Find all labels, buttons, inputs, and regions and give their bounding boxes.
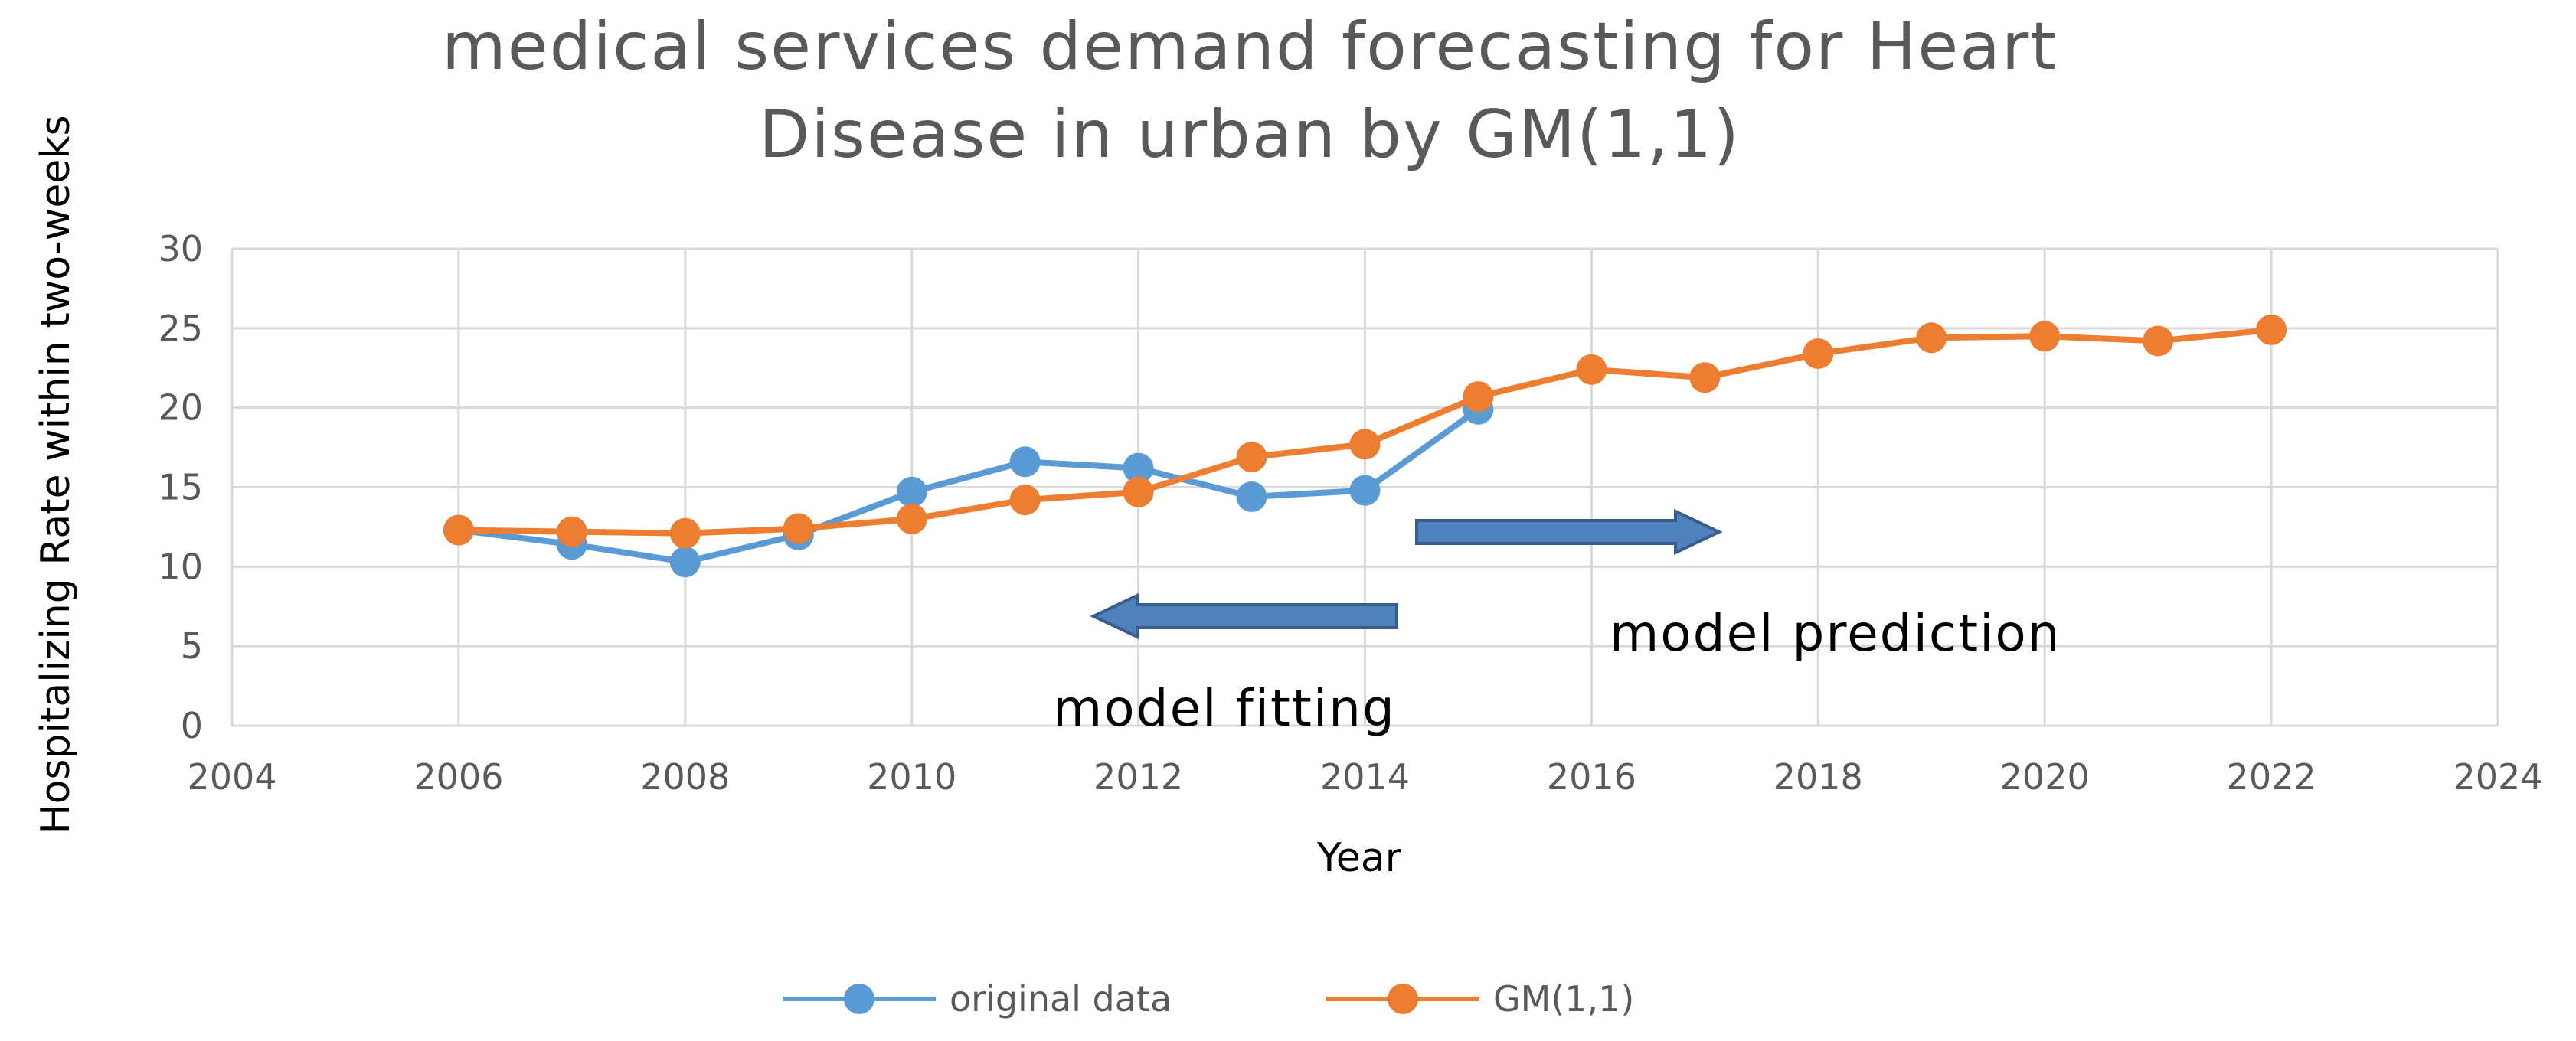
data-point xyxy=(1916,322,1947,354)
data-point xyxy=(1236,442,1267,473)
y-tick-label: 25 xyxy=(158,308,203,349)
x-tick-label: 2010 xyxy=(867,756,956,798)
legend-label-gm11: GM(1,1) xyxy=(1493,978,1634,1020)
data-point xyxy=(896,476,927,507)
model-fitting-arrow-shape xyxy=(1090,592,1398,640)
data-point xyxy=(1463,381,1494,413)
legend-item-gm11: GM(1,1) xyxy=(1326,978,1634,1020)
legend-item-original-data: original data xyxy=(783,978,1172,1020)
x-axis-title: Year xyxy=(1316,835,1402,881)
data-point xyxy=(1576,354,1607,385)
data-point xyxy=(2143,325,2174,357)
model-fitting-label: model fitting xyxy=(1053,679,1396,738)
x-tick-label: 2004 xyxy=(187,756,276,798)
y-tick-label: 30 xyxy=(158,228,203,269)
chart-title-line-1: medical services demand forecasting for … xyxy=(442,8,2058,85)
x-tick-label: 2022 xyxy=(2227,756,2316,798)
data-point xyxy=(556,516,587,547)
x-tick-label: 2020 xyxy=(2000,756,2090,798)
data-point xyxy=(2029,321,2061,352)
model-fitting-arrow xyxy=(1090,592,1398,640)
data-point xyxy=(1123,476,1154,507)
legend-label-original-data: original data xyxy=(950,978,1172,1020)
series xyxy=(443,314,2287,578)
x-tick-label: 2014 xyxy=(1320,756,1410,798)
data-point xyxy=(1349,429,1381,460)
x-tick-label: 2008 xyxy=(640,756,730,798)
data-point xyxy=(1123,452,1154,484)
x-tick-label: 2006 xyxy=(414,756,503,798)
y-tick-label: 0 xyxy=(181,705,203,746)
y-tick-label: 15 xyxy=(158,467,203,508)
data-point xyxy=(669,547,701,578)
data-point xyxy=(896,504,927,535)
data-point xyxy=(1009,485,1041,516)
data-point xyxy=(1689,362,1721,393)
data-point xyxy=(1349,475,1381,506)
model-prediction-arrow-shape xyxy=(1415,508,1723,556)
x-tick-label: 2016 xyxy=(1547,756,1636,798)
x-tick-label: 2024 xyxy=(2453,756,2542,798)
annotations: model fitting model prediction xyxy=(1053,508,2061,738)
series-line xyxy=(458,406,1480,566)
y-axis-title: Hospitalizing Rate within two-weeks xyxy=(33,115,79,834)
data-point xyxy=(1009,446,1041,478)
legend: original data GM(1,1) xyxy=(783,978,1634,1020)
x-tick-label: 2018 xyxy=(1773,756,1863,798)
legend-swatch-marker-original-data xyxy=(844,984,874,1014)
data-point xyxy=(669,517,701,549)
y-tick-label: 10 xyxy=(158,546,203,587)
legend-swatch-marker-gm11 xyxy=(1388,984,1418,1014)
series-1 xyxy=(443,314,2287,549)
data-point xyxy=(783,513,814,544)
x-tick-label: 2012 xyxy=(1093,756,1183,798)
data-point xyxy=(443,514,474,546)
data-point xyxy=(2256,314,2287,345)
axes: 0 5 10 15 20 25 30 2004 2006 2008 2010 2012 2014 2016… xyxy=(158,228,2542,798)
y-tick-label: 5 xyxy=(181,625,203,667)
model-prediction-label: model prediction xyxy=(1610,604,2061,663)
y-tick-label: 20 xyxy=(158,387,203,429)
model-prediction-arrow xyxy=(1415,508,1723,556)
data-point xyxy=(1236,481,1267,512)
data-point xyxy=(1803,338,1834,370)
series-0 xyxy=(443,393,1494,578)
chart-title-line-2: Disease in urban by GM(1,1) xyxy=(759,96,1741,173)
